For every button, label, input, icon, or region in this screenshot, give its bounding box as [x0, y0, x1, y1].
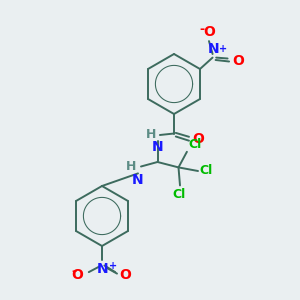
Text: Cl: Cl — [173, 188, 186, 201]
Text: N: N — [132, 173, 144, 188]
Text: Cl: Cl — [188, 138, 201, 151]
Text: N: N — [97, 262, 108, 276]
Text: O: O — [233, 54, 244, 68]
Text: -: - — [71, 265, 76, 278]
Text: O: O — [192, 132, 204, 146]
Text: O: O — [203, 25, 215, 39]
Text: O: O — [119, 268, 131, 282]
Text: +: + — [109, 261, 117, 271]
Text: +: + — [219, 44, 227, 54]
Text: N: N — [207, 42, 219, 56]
Text: H: H — [126, 160, 136, 173]
Text: Cl: Cl — [200, 164, 213, 178]
Text: O: O — [71, 268, 83, 282]
Text: H: H — [146, 128, 156, 141]
Text: N: N — [152, 140, 164, 154]
Text: -: - — [200, 23, 205, 36]
